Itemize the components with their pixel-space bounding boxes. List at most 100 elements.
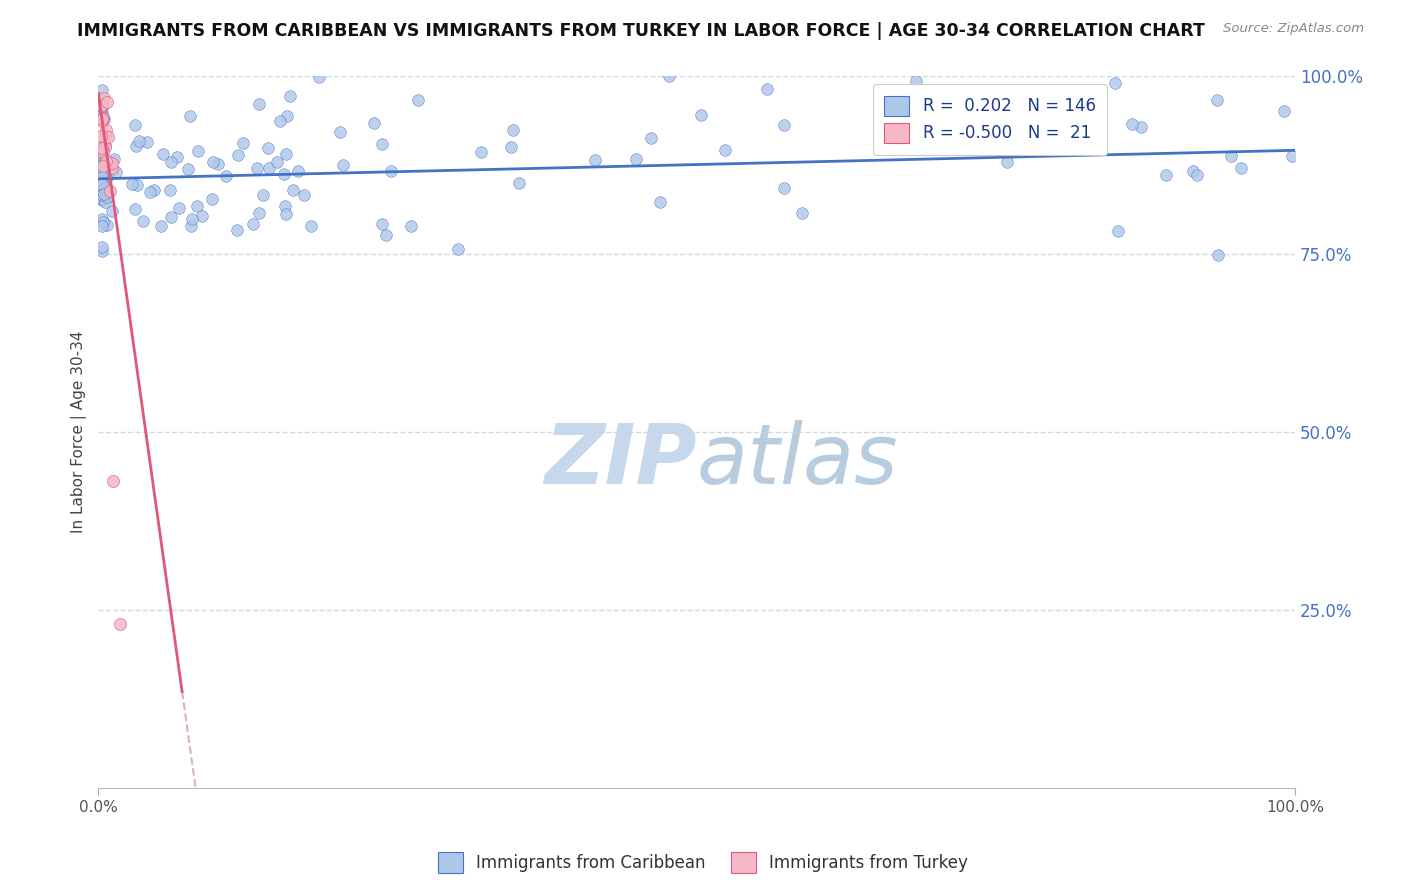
Point — [257, 141, 280, 155]
Point — [371, 136, 394, 151]
Legend: Immigrants from Caribbean, Immigrants from Turkey: Immigrants from Caribbean, Immigrants fr… — [432, 846, 974, 880]
Point — [94, 154, 117, 169]
Point — [167, 202, 190, 216]
Text: ZIP: ZIP — [544, 419, 697, 500]
Point — [91, 212, 114, 227]
Point — [380, 164, 402, 178]
Point — [91, 158, 114, 172]
Point — [97, 169, 120, 184]
Point — [93, 91, 115, 105]
Point — [124, 119, 146, 133]
Point — [91, 105, 114, 120]
Point — [179, 109, 201, 123]
Point — [269, 114, 291, 128]
Point — [274, 199, 297, 213]
Point — [101, 161, 124, 175]
Point — [101, 155, 124, 169]
Point — [1272, 103, 1295, 118]
Point — [1185, 168, 1208, 182]
Point — [91, 244, 114, 258]
Point — [408, 93, 430, 107]
Point — [773, 118, 796, 132]
Point — [96, 190, 118, 204]
Point — [225, 223, 247, 237]
Point — [276, 109, 298, 123]
Point — [502, 123, 524, 137]
Point — [274, 147, 297, 161]
Point — [100, 156, 122, 170]
Point — [273, 167, 295, 181]
Point — [1230, 161, 1253, 175]
Text: atlas: atlas — [697, 419, 898, 500]
Point — [399, 219, 422, 233]
Point — [308, 70, 330, 85]
Point — [246, 161, 269, 175]
Point — [1107, 225, 1129, 239]
Point — [1219, 149, 1241, 163]
Point — [690, 108, 713, 122]
Point — [108, 616, 131, 631]
Point — [125, 138, 148, 153]
Point — [1071, 136, 1094, 150]
Point — [91, 177, 114, 191]
Point — [91, 145, 114, 160]
Point — [792, 206, 814, 220]
Point — [93, 194, 115, 209]
Point — [191, 209, 214, 223]
Point — [94, 123, 117, 137]
Point — [186, 199, 208, 213]
Point — [1206, 93, 1229, 107]
Point — [755, 81, 778, 95]
Point — [292, 188, 315, 202]
Point — [176, 162, 198, 177]
Point — [91, 182, 114, 196]
Point — [97, 157, 120, 171]
Point — [93, 170, 115, 185]
Point — [232, 136, 254, 151]
Point — [91, 112, 114, 126]
Point — [91, 215, 114, 229]
Point — [96, 218, 118, 232]
Point — [583, 153, 606, 167]
Point — [160, 211, 183, 225]
Point — [773, 181, 796, 195]
Text: Source: ZipAtlas.com: Source: ZipAtlas.com — [1223, 22, 1364, 36]
Point — [91, 169, 114, 184]
Point — [159, 183, 181, 197]
Point — [508, 177, 530, 191]
Point — [252, 187, 274, 202]
Point — [91, 165, 114, 179]
Point — [91, 148, 114, 162]
Point — [94, 165, 117, 179]
Point — [96, 179, 118, 194]
Point — [91, 183, 114, 197]
Point — [91, 141, 114, 155]
Point — [905, 97, 928, 112]
Point — [215, 169, 238, 183]
Point — [91, 149, 114, 163]
Point — [91, 159, 114, 173]
Point — [104, 165, 127, 179]
Point — [447, 242, 470, 256]
Point — [247, 97, 270, 112]
Point — [91, 184, 114, 198]
Point — [93, 110, 115, 124]
Point — [135, 136, 157, 150]
Point — [201, 193, 224, 207]
Point — [98, 184, 121, 198]
Point — [1208, 248, 1230, 262]
Point — [91, 219, 114, 233]
Point — [91, 143, 114, 157]
Point — [299, 219, 322, 233]
Point — [187, 144, 209, 158]
Point — [332, 158, 354, 172]
Point — [90, 114, 112, 128]
Point — [91, 158, 114, 172]
Point — [166, 150, 188, 164]
Point — [90, 140, 112, 154]
Point — [96, 165, 118, 179]
Point — [93, 186, 115, 201]
Point — [640, 131, 662, 145]
Point — [91, 192, 114, 206]
Point — [93, 138, 115, 153]
